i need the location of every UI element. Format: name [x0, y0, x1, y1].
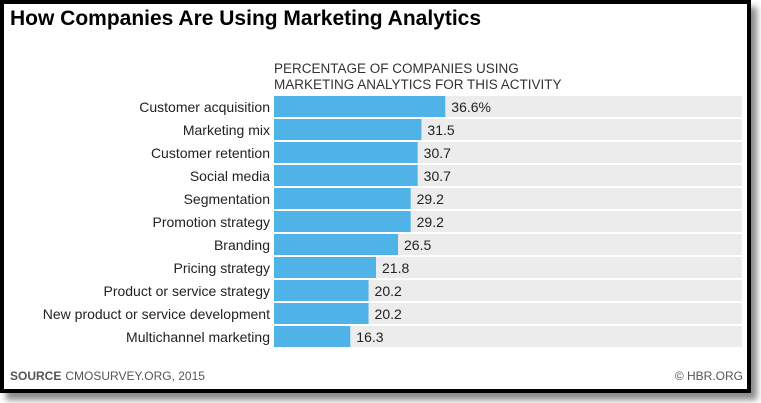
- bar: [274, 119, 422, 140]
- source-note: SOURCE CMOSURVEY.ORG, 2015: [10, 369, 205, 383]
- value-label: 29.2: [417, 191, 444, 207]
- value-label: 31.5: [427, 122, 454, 138]
- bar-track: [274, 280, 742, 301]
- bar: [274, 96, 446, 117]
- category-label: Customer acquisition: [139, 99, 270, 115]
- bar: [274, 234, 399, 255]
- chart-title: How Companies Are Using Marketing Analyt…: [10, 7, 482, 30]
- category-label: Segmentation: [184, 191, 270, 207]
- category-label: Branding: [214, 237, 270, 253]
- subtitle-line-1: PERCENTAGE OF COMPANIES USING: [274, 61, 519, 76]
- value-label: 20.2: [375, 283, 402, 299]
- bar: [274, 280, 369, 301]
- subtitle-line-2: MARKETING ANALYTICS FOR THIS ACTIVITY: [274, 77, 562, 92]
- value-label: 16.3: [356, 329, 383, 345]
- value-label: 30.7: [424, 168, 451, 184]
- bar-track: [274, 303, 742, 324]
- bar: [274, 188, 411, 209]
- bar-track: [274, 326, 742, 347]
- bar: [274, 303, 369, 324]
- category-label: Promotion strategy: [153, 214, 271, 230]
- bar: [274, 142, 418, 163]
- category-label: Pricing strategy: [174, 260, 270, 276]
- value-label: 20.2: [375, 306, 402, 322]
- value-label: 36.6%: [451, 99, 491, 115]
- bar: [274, 326, 351, 347]
- category-label: New product or service development: [43, 306, 270, 322]
- value-label: 26.5: [404, 237, 431, 253]
- bar: [274, 165, 418, 186]
- chart-subtitle: PERCENTAGE OF COMPANIES USING MARKETING …: [274, 61, 562, 93]
- credit-note: © HBR.ORG: [674, 369, 743, 383]
- value-label: 21.8: [382, 260, 409, 276]
- category-label: Multichannel marketing: [126, 329, 270, 345]
- value-label: 29.2: [417, 214, 444, 230]
- category-label: Product or service strategy: [103, 283, 270, 299]
- category-label: Marketing mix: [183, 122, 270, 138]
- source-text: CMOSURVEY.ORG, 2015: [65, 369, 205, 383]
- bar: [274, 257, 377, 278]
- value-label: 30.7: [424, 145, 451, 161]
- bar-track: [274, 257, 742, 278]
- bar: [274, 211, 411, 232]
- source-label: SOURCE: [10, 369, 62, 383]
- category-label: Customer retention: [151, 145, 270, 161]
- category-label: Social media: [190, 168, 270, 184]
